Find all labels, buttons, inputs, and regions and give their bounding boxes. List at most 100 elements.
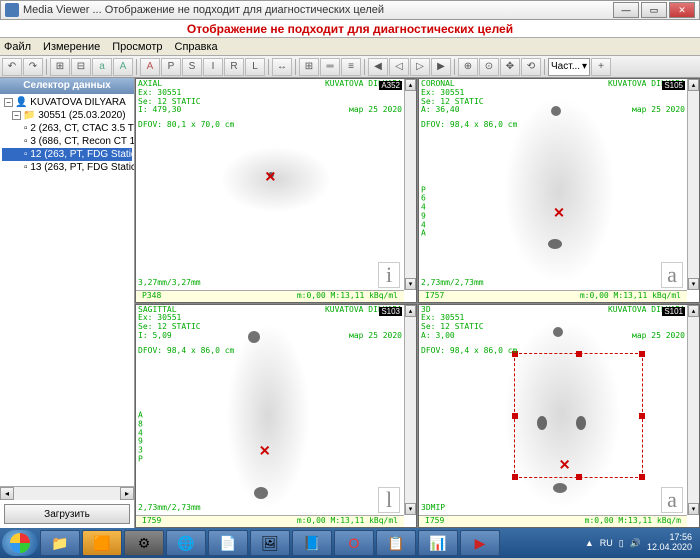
tree-study[interactable]: −📁 30551 (25.03.2020) <box>2 109 132 122</box>
pane-vscroll[interactable]: ▴▾ <box>687 79 699 290</box>
tool-prev-icon[interactable]: ◀ <box>368 58 388 76</box>
tool-target-icon[interactable]: ⊕ <box>458 58 478 76</box>
maximize-button[interactable]: ▭ <box>641 2 667 18</box>
taskbar-item[interactable]: O <box>334 530 374 556</box>
pane-vscroll[interactable]: ▴▾ <box>404 305 416 516</box>
taskbar-item[interactable]: 🟧 <box>82 530 122 556</box>
start-button[interactable] <box>2 530 38 556</box>
orientation-marker: a <box>661 487 683 513</box>
tool-btn[interactable]: I <box>203 58 223 76</box>
tool-arrow-icon[interactable]: ↔ <box>272 58 292 76</box>
tree-patient[interactable]: −👤 KUVATOVA DILYARA <box>2 96 132 109</box>
scroll-down-icon[interactable]: ▾ <box>405 503 416 515</box>
tree-series-selected[interactable]: ▫ 12 (263, PT, FDG Static MAC) <box>2 148 132 161</box>
overlay-side: P 6 4 9 4 A <box>421 186 426 239</box>
window-titlebar: Media Viewer ... Отображение не подходит… <box>0 0 700 20</box>
pane-axial[interactable]: AXIALEx: 30551Se: 12 STATICI: 479,30 DFO… <box>135 78 417 303</box>
menu-measure[interactable]: Измерение <box>43 41 100 53</box>
menu-help[interactable]: Справка <box>175 41 218 53</box>
tree-series[interactable]: ▫ 13 (263, PT, FDG Static NAC) <box>2 161 132 174</box>
tool-zoom-icon[interactable]: ⊙ <box>479 58 499 76</box>
tool-prev2-icon[interactable]: ◁ <box>389 58 409 76</box>
taskbar-item[interactable]: ⚙ <box>124 530 164 556</box>
scroll-up-icon[interactable]: ▴ <box>688 79 699 91</box>
tool-btn[interactable]: A <box>113 58 133 76</box>
tool-ruler-icon[interactable]: ═ <box>320 58 340 76</box>
pane-vscroll[interactable]: ▴▾ <box>404 79 416 290</box>
scroll-right-icon[interactable]: ▸ <box>120 487 134 500</box>
scroll-up-icon[interactable]: ▴ <box>405 305 416 317</box>
orientation-marker: l <box>378 487 400 513</box>
crosshair-icon[interactable]: ✕ <box>559 456 571 473</box>
tool-grid-icon[interactable]: ⊞ <box>299 58 319 76</box>
taskbar-item[interactable]: 📊 <box>418 530 458 556</box>
overlay-slab: 3DMIP <box>421 504 445 513</box>
pane-sagittal[interactable]: SAGITTALEx: 30551Se: 12 STATICI: 5,09 DF… <box>135 304 417 529</box>
menu-file[interactable]: Файл <box>4 41 31 53</box>
scroll-up-icon[interactable]: ▴ <box>405 79 416 91</box>
minimize-button[interactable]: — <box>613 2 639 18</box>
pane-3d[interactable]: 3DEx: 30551Se: 12 STATICA: 3,00 DFOV: 98… <box>418 304 700 529</box>
scan-image <box>226 322 310 509</box>
frequency-select[interactable]: Част...▾ <box>548 58 590 76</box>
slice-label: S103 <box>379 307 402 316</box>
tool-plus-button[interactable]: + <box>591 58 611 76</box>
tool-btn[interactable]: R <box>224 58 244 76</box>
taskbar-item[interactable]: 📄 <box>208 530 248 556</box>
slice-label: S105 <box>662 81 685 90</box>
scroll-left-icon[interactable]: ◂ <box>0 487 14 500</box>
tool-btn[interactable]: a <box>92 58 112 76</box>
scroll-down-icon[interactable]: ▾ <box>688 278 699 290</box>
taskbar-item[interactable]: 📁 <box>40 530 80 556</box>
crosshair-icon[interactable]: ✕ <box>265 168 277 185</box>
toolbar: ↶ ↷ ⊞ ⊟ a A A P S I R L ↔ ⊞ ═ ≡ ◀ ◁ ▷ ▶ … <box>0 56 700 78</box>
tree-series[interactable]: ▫ 3 (686, CT, Recon CT 1.25 Thick) <box>2 135 132 148</box>
tool-next2-icon[interactable]: ▷ <box>410 58 430 76</box>
tool-btn[interactable]: ↷ <box>23 58 43 76</box>
study-tree[interactable]: −👤 KUVATOVA DILYARA −📁 30551 (25.03.2020… <box>0 94 134 486</box>
tray-lang[interactable]: RU <box>600 538 613 548</box>
taskbar-item[interactable]: 📋 <box>376 530 416 556</box>
taskbar-item[interactable]: 🖼 <box>250 530 290 556</box>
load-button[interactable]: Загрузить <box>4 504 130 524</box>
tray-sound-icon[interactable]: 🔊 <box>630 538 641 549</box>
tray-net-icon[interactable]: ▯ <box>619 538 624 549</box>
collapse-icon[interactable]: − <box>4 98 13 107</box>
tool-btn[interactable]: ⊞ <box>50 58 70 76</box>
scan-image <box>503 97 615 284</box>
tool-btn[interactable]: ↶ <box>2 58 22 76</box>
pane-vscroll[interactable]: ▴▾ <box>687 305 699 516</box>
slice-label: A352 <box>379 81 402 90</box>
tool-hand-icon[interactable]: ✥ <box>500 58 520 76</box>
overlay-tl: 3DEx: 30551Se: 12 STATICA: 3,00 <box>421 306 484 341</box>
scroll-down-icon[interactable]: ▾ <box>405 278 416 290</box>
tool-btn[interactable]: P <box>161 58 181 76</box>
tool-reset-icon[interactable]: ⟲ <box>521 58 541 76</box>
tool-btn[interactable]: L <box>245 58 265 76</box>
tray-clock[interactable]: 17:5612.04.2020 <box>647 533 692 553</box>
tool-btn[interactable]: S <box>182 58 202 76</box>
pane-status: I759m:0,00 M:13,11 kBq/m <box>419 515 687 527</box>
taskbar-item[interactable]: 📘 <box>292 530 332 556</box>
sidebar-hscroll[interactable]: ◂ ▸ <box>0 486 134 500</box>
scroll-down-icon[interactable]: ▾ <box>688 503 699 515</box>
menu-view[interactable]: Просмотр <box>112 41 162 53</box>
tool-btn[interactable]: ⊟ <box>71 58 91 76</box>
crosshair-icon[interactable]: ✕ <box>553 204 565 221</box>
close-button[interactable]: ✕ <box>669 2 695 18</box>
tool-btn[interactable]: ≡ <box>341 58 361 76</box>
collapse-icon[interactable]: − <box>12 111 21 120</box>
scroll-up-icon[interactable]: ▴ <box>688 305 699 317</box>
tray-flag-icon[interactable]: ▲ <box>585 538 594 548</box>
overlay-slab: 2,73mm/2,73mm <box>138 504 201 513</box>
taskbar-item[interactable]: 🌐 <box>166 530 206 556</box>
pane-coronal[interactable]: CORONALEx: 30551Se: 12 STATICA: 36,40 DF… <box>418 78 700 303</box>
system-tray[interactable]: ▲ RU ▯ 🔊 17:5612.04.2020 <box>579 533 698 553</box>
overlay-tl: AXIALEx: 30551Se: 12 STATICI: 479,30 <box>138 80 201 115</box>
crosshair-icon[interactable]: ✕ <box>259 443 271 460</box>
roi-box[interactable] <box>514 353 643 478</box>
tree-series[interactable]: ▫ 2 (263, CT, CTAC 3.5 Thick) <box>2 122 132 135</box>
tool-next-icon[interactable]: ▶ <box>431 58 451 76</box>
taskbar-item[interactable]: ▶ <box>460 530 500 556</box>
tool-text-a[interactable]: A <box>140 58 160 76</box>
